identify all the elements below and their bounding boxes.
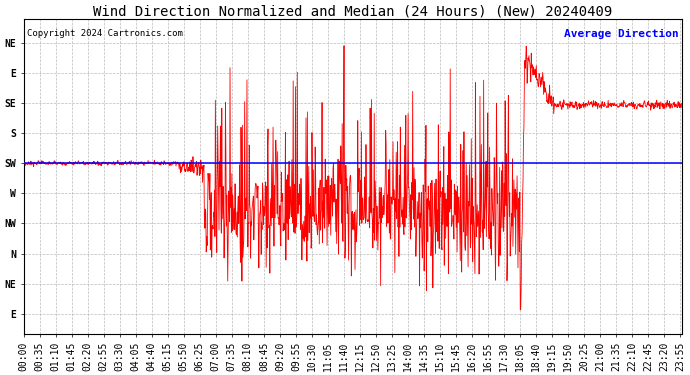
Text: Copyright 2024 Cartronics.com: Copyright 2024 Cartronics.com (27, 29, 183, 38)
Text: Average Direction: Average Direction (564, 29, 679, 39)
Title: Wind Direction Normalized and Median (24 Hours) (New) 20240409: Wind Direction Normalized and Median (24… (93, 4, 613, 18)
